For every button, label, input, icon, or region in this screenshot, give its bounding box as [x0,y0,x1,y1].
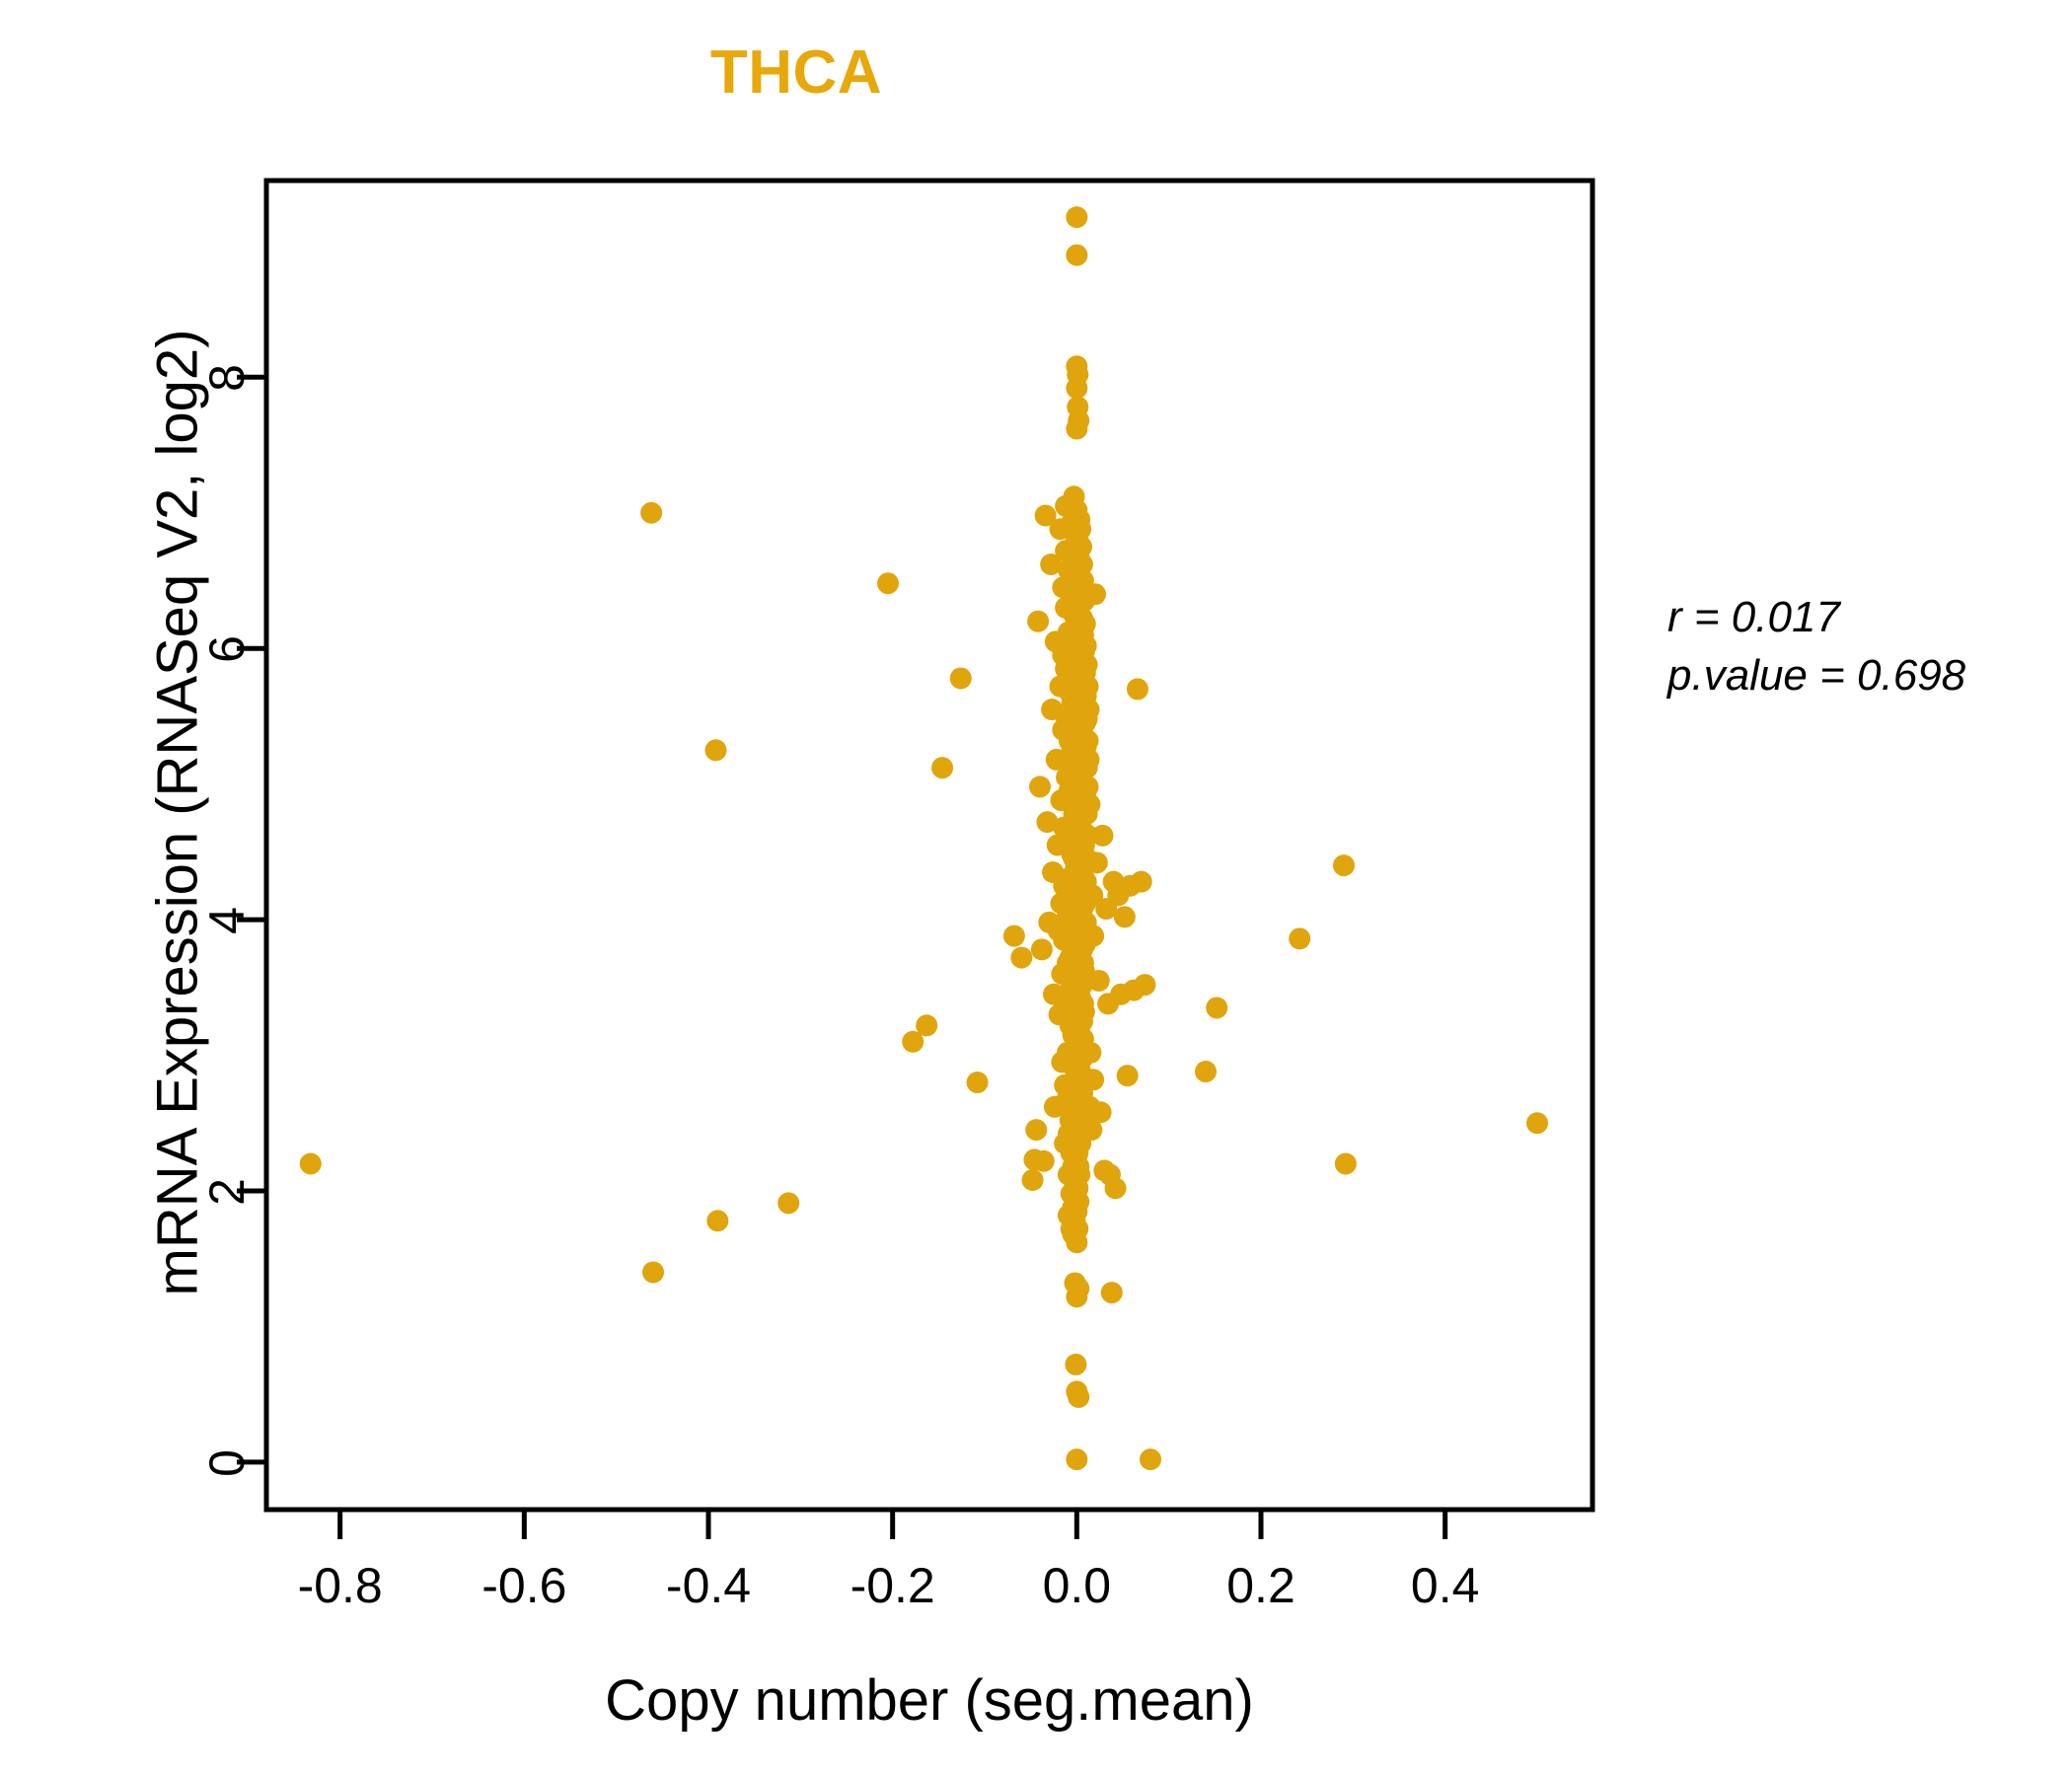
data-point [1070,518,1092,541]
data-point [1334,1152,1357,1175]
y-tick-label: 6 [199,635,255,664]
data-point [1116,1065,1139,1087]
data-point [1040,553,1063,575]
plot-box [263,178,1595,1513]
data-point [1079,1041,1102,1064]
data-point [1134,974,1156,997]
data-point [1081,884,1104,907]
data-point [1071,536,1092,558]
data-point [1289,927,1311,950]
data-point [1071,553,1093,575]
data-point [1130,870,1152,893]
data-point [1074,634,1097,657]
x-axis-label: Copy number (seg.mean) [605,1668,1254,1733]
data-point [1068,1385,1090,1408]
data-point [1045,748,1068,771]
data-point [1021,1169,1044,1191]
r-statistic: r = 0.017 [1667,593,1840,641]
data-point [1333,854,1355,877]
x-tick-label: -0.6 [481,1558,567,1613]
data-point [1068,409,1090,432]
data-point [1104,1177,1127,1200]
data-point [704,739,727,762]
data-point [299,1152,322,1175]
data-point [1076,729,1099,752]
data-point [877,572,899,595]
data-point [1526,1112,1548,1135]
y-tick-label: 8 [199,364,255,393]
data-point [1113,906,1136,928]
data-point [1084,583,1106,606]
data-point [902,1030,925,1053]
data-point [1076,675,1099,698]
x-tick-label: 0.0 [1042,1558,1112,1613]
data-point [642,1261,664,1284]
data-points-group [299,206,1548,1471]
data-point [1073,613,1096,635]
data-point [1077,748,1100,771]
data-point [1077,699,1100,721]
data-point [1065,1353,1087,1375]
data-point [1100,1282,1123,1304]
data-point [1073,1000,1095,1023]
data-point [966,1072,989,1094]
data-point [640,501,663,524]
data-point [1027,610,1050,632]
page-title: THCA [709,38,883,107]
data-point [1025,1119,1048,1142]
data-point [1195,1061,1217,1083]
data-point [1066,244,1088,266]
data-point [1034,504,1057,527]
data-point [1030,938,1053,961]
data-point [1067,363,1089,386]
data-point [1080,1119,1103,1142]
y-tick-label: 4 [199,907,255,934]
data-point [1082,925,1105,947]
data-point [916,1014,938,1037]
x-tick-label: -0.2 [850,1558,935,1613]
data-point [1068,1190,1090,1213]
x-tick-label: 0.2 [1226,1558,1295,1613]
data-point [1066,1448,1088,1471]
data-point [1085,851,1108,874]
data-point [1069,1163,1091,1186]
y-tick-label: 0 [199,1448,255,1477]
data-point [1010,946,1033,969]
data-point [777,1192,800,1215]
data-point [931,757,954,779]
correlation-stats: r = 0.017 p.value = 0.698 [1667,588,1965,705]
data-point [1067,1218,1089,1240]
data-point [1078,793,1101,816]
data-point [1029,776,1051,798]
axes-group [237,178,1595,1539]
x-tick-label: -0.4 [665,1558,752,1613]
data-point [1075,653,1098,676]
data-point [1206,997,1228,1019]
data-point [1032,1149,1055,1172]
data-point [1082,1069,1105,1091]
data-point [1068,1277,1090,1299]
y-tick-label: 2 [199,1178,255,1206]
data-point [1076,776,1099,798]
data-point [1036,811,1059,834]
data-point [949,667,972,690]
data-point [1066,206,1088,229]
p-value-statistic: p.value = 0.698 [1667,651,1966,701]
data-point [1087,969,1110,992]
data-point [706,1210,729,1232]
x-tick-label: -0.8 [297,1558,383,1613]
data-point [1089,1101,1112,1124]
data-point [1091,824,1114,847]
data-point [1002,925,1025,947]
data-point [1140,1448,1161,1471]
x-tick-label: 0.4 [1410,1558,1480,1613]
data-point [1126,678,1148,701]
